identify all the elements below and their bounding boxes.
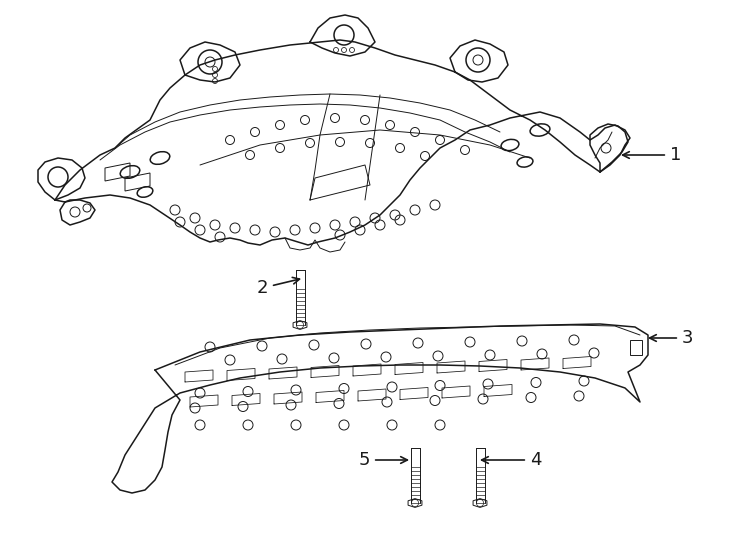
Text: 3: 3: [650, 329, 694, 347]
Text: 4: 4: [482, 451, 542, 469]
Text: 2: 2: [256, 278, 299, 297]
Text: 1: 1: [622, 146, 681, 164]
Text: 5: 5: [358, 451, 407, 469]
